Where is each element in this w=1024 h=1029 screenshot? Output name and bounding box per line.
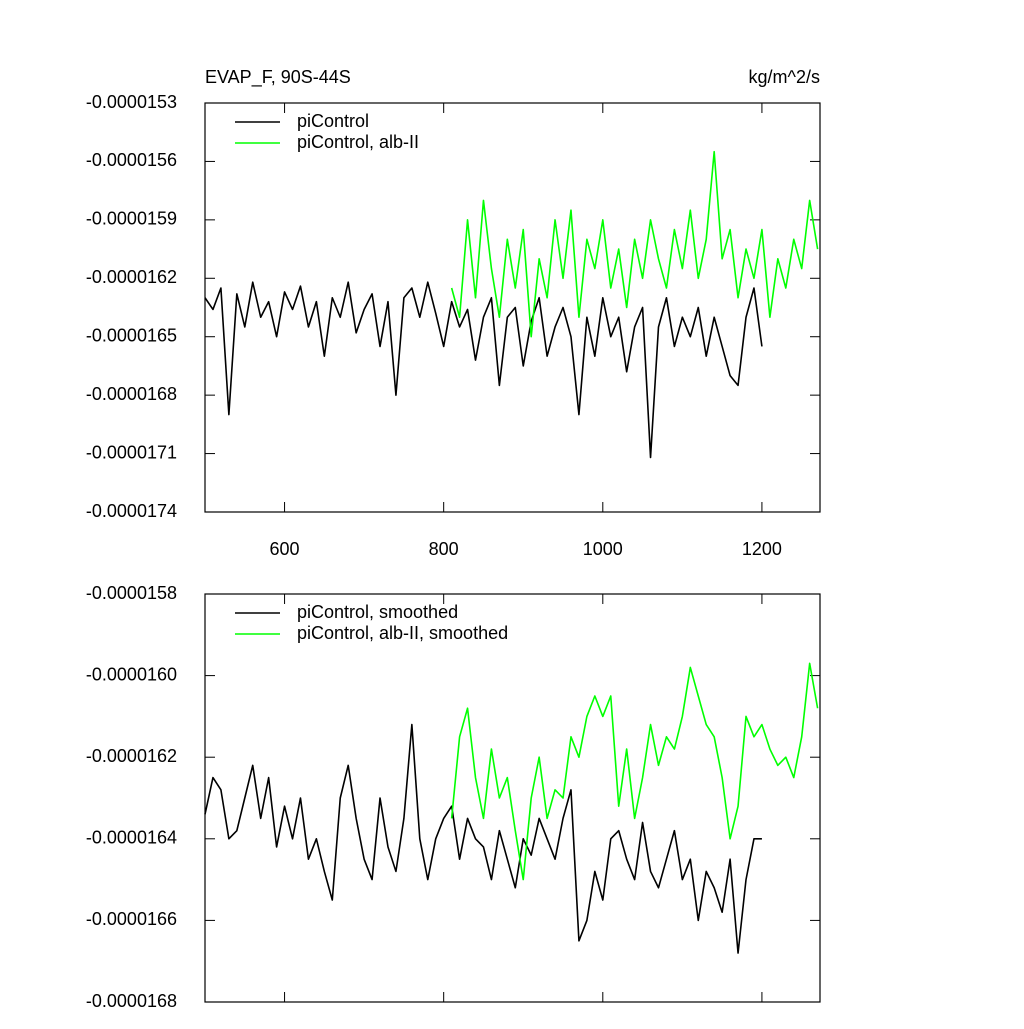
y-tick-label: -0.0000168 <box>86 991 177 1011</box>
series-line <box>450 662 819 881</box>
legend-label: piControl, smoothed <box>297 602 458 622</box>
y-tick-label: -0.0000165 <box>86 325 177 345</box>
series-line <box>204 723 762 954</box>
legend-label: piControl <box>297 111 369 131</box>
y-tick-label: -0.0000174 <box>86 501 177 521</box>
legend-label: piControl, alb-II, smoothed <box>297 623 508 643</box>
y-tick-label: -0.0000158 <box>86 583 177 603</box>
x-tick-label: 1200 <box>742 539 782 559</box>
series-line <box>450 150 819 338</box>
y-tick-label: -0.0000156 <box>86 150 177 170</box>
x-tick-label: 600 <box>270 539 300 559</box>
y-tick-label: -0.0000162 <box>86 267 177 287</box>
y-tick-label: -0.0000160 <box>86 664 177 684</box>
plot-frame <box>204 102 821 513</box>
y-tick-label: -0.0000159 <box>86 209 177 229</box>
y-tick-label: -0.0000166 <box>86 909 177 929</box>
legend-label: piControl, alb-II <box>297 132 419 152</box>
series-line <box>204 281 763 459</box>
y-tick-label: -0.0000153 <box>86 92 177 112</box>
y-tick-label: -0.0000162 <box>86 746 177 766</box>
y-tick-label: -0.0000168 <box>86 384 177 404</box>
y-tick-label: -0.0000164 <box>86 828 177 848</box>
x-tick-label: 800 <box>429 539 459 559</box>
y-tick-label: -0.0000171 <box>86 442 177 462</box>
chart-title: EVAP_F, 90S-44S <box>205 67 351 88</box>
x-tick-label: 1000 <box>583 539 623 559</box>
plot-frame <box>204 593 821 1003</box>
units-label: kg/m^2/s <box>749 67 820 87</box>
